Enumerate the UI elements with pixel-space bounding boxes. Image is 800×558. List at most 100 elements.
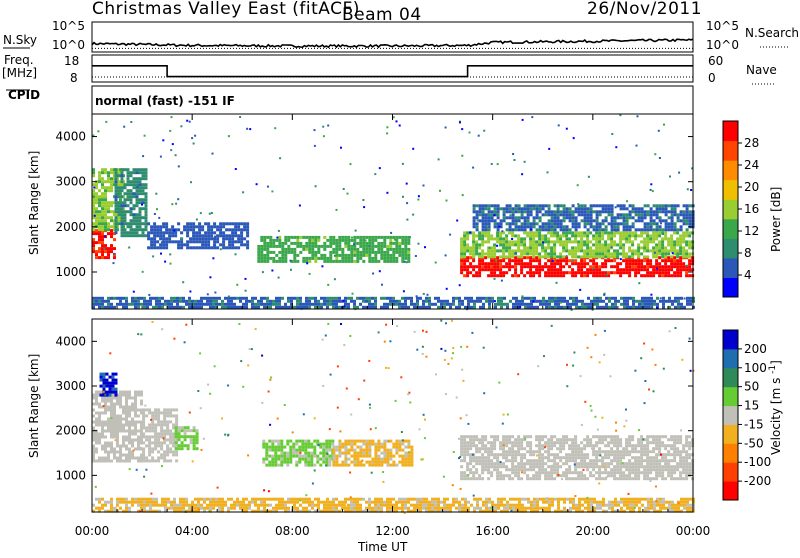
heatmap-cell	[320, 297, 323, 300]
heatmap-cell	[622, 252, 625, 255]
heatmap-cell	[118, 189, 121, 192]
heatmap-cell	[308, 248, 311, 251]
heatmap-cell	[368, 303, 371, 306]
heatmap-cell	[661, 255, 664, 258]
heatmap-cell	[277, 458, 280, 461]
heatmap-cell	[685, 255, 688, 258]
heatmap-cell	[596, 300, 599, 303]
heatmap-cell	[119, 424, 122, 427]
heatmap-cell	[599, 228, 602, 231]
heatmap-cell	[470, 297, 473, 300]
heatmap-cell	[526, 435, 529, 438]
heatmap-speckle	[334, 255, 336, 257]
heatmap-cell	[196, 438, 199, 441]
heatmap-cell	[463, 265, 466, 268]
heatmap-cell	[392, 257, 395, 260]
heatmap-cell	[532, 474, 535, 477]
heatmap-cell	[101, 192, 104, 195]
heatmap-cell	[550, 234, 553, 237]
heatmap-cell	[131, 421, 134, 424]
heatmap-cell	[177, 243, 180, 246]
heatmap-speckle	[372, 273, 374, 275]
heatmap-cell	[622, 474, 625, 477]
heatmap-speckle	[435, 262, 437, 264]
heatmap-cell	[527, 306, 530, 309]
heatmap-cell	[562, 462, 565, 465]
heatmap-cell	[677, 306, 680, 309]
heatmap-cell	[260, 297, 263, 300]
heatmap-cell	[472, 268, 475, 271]
heatmap-cell	[557, 303, 560, 306]
heatmap-cell	[127, 168, 130, 171]
heatmap-cell	[679, 240, 682, 243]
heatmap-cell	[463, 474, 466, 477]
heatmap-cell	[116, 400, 119, 403]
heatmap-cell	[632, 306, 635, 309]
heatmap-cell	[107, 256, 110, 259]
heatmap-cell	[652, 441, 655, 444]
power-ytick-label: 2000	[55, 220, 86, 234]
heatmap-cell	[374, 257, 377, 260]
heatmap-cell	[115, 192, 118, 195]
heatmap-cell	[502, 271, 505, 274]
heatmap-cell	[520, 255, 523, 258]
heatmap-cell	[484, 234, 487, 237]
heatmap-cell	[124, 198, 127, 201]
heatmap-cell	[301, 440, 304, 443]
heatmap-cell	[586, 441, 589, 444]
heatmap-cell	[478, 450, 481, 453]
heatmap-cell	[518, 300, 521, 303]
heatmap-cell	[559, 441, 562, 444]
heatmap-cell	[574, 240, 577, 243]
heatmap-cell	[137, 415, 140, 418]
heatmap-cell	[487, 447, 490, 450]
heatmap-cell	[133, 171, 136, 174]
heatmap-cell	[641, 219, 644, 222]
heatmap-cell	[98, 195, 101, 198]
heatmap-speckle	[560, 302, 562, 304]
heatmap-cell	[154, 426, 157, 429]
heatmap-cell	[101, 201, 104, 204]
heatmap-cell	[493, 441, 496, 444]
heatmap-cell	[395, 446, 398, 449]
heatmap-cell	[521, 300, 524, 303]
heatmap-cell	[538, 255, 541, 258]
heatmap-cell	[113, 406, 116, 409]
heatmap-cell	[620, 213, 623, 216]
heatmap-cell	[271, 461, 274, 464]
heatmap-cell	[499, 237, 502, 240]
heatmap-cell	[344, 464, 347, 467]
heatmap-cell	[586, 438, 589, 441]
heatmap-cell	[332, 303, 335, 306]
heatmap-cell	[637, 268, 640, 271]
heatmap-cell	[481, 243, 484, 246]
heatmap-cell	[550, 438, 553, 441]
heatmap-cell	[622, 271, 625, 274]
heatmap-cell	[143, 303, 146, 306]
heatmap-cell	[137, 303, 140, 306]
heatmap-cell	[401, 455, 404, 458]
heatmap-cell	[263, 236, 266, 239]
heatmap-cell	[535, 450, 538, 453]
heatmap-cell	[514, 450, 517, 453]
heatmap-cell	[407, 239, 410, 242]
heatmap-cell	[304, 458, 307, 461]
heatmap-cell	[580, 268, 583, 271]
heatmap-cell	[502, 453, 505, 456]
heatmap-cell	[95, 397, 98, 400]
heatmap-speckle	[460, 301, 462, 303]
heatmap-cell	[472, 252, 475, 255]
heatmap-cell	[113, 451, 116, 454]
heatmap-cell	[228, 222, 231, 225]
heatmap-cell	[670, 249, 673, 252]
heatmap-cell	[299, 236, 302, 239]
heatmap-cell	[133, 168, 136, 171]
heatmap-cell	[562, 456, 565, 459]
heatmap-cell	[679, 256, 682, 259]
heatmap-cell	[490, 259, 493, 262]
heatmap-cell	[113, 454, 116, 457]
heatmap-cell	[653, 228, 656, 231]
heatmap-cell	[553, 240, 556, 243]
heatmap-cell	[278, 306, 281, 309]
heatmap-cell	[153, 243, 156, 246]
